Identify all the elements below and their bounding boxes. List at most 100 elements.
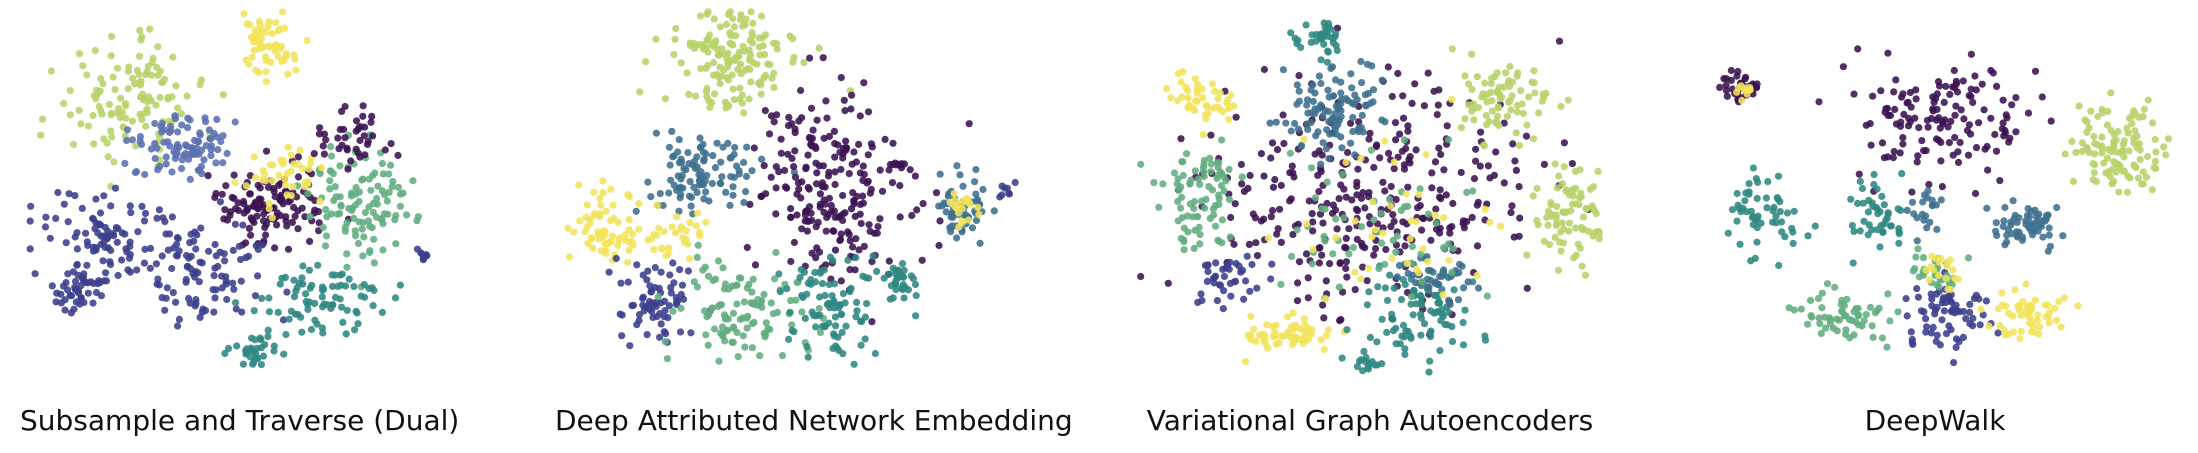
scatter-point [1216,89,1224,97]
cluster-green [1137,136,1246,254]
scatter-point [792,296,800,304]
scatter-point [1996,177,2004,185]
scatter-point [2119,146,2127,154]
scatter-point [1269,183,1278,191]
scatter-point [1507,209,1515,217]
scatter-point [117,94,125,102]
scatter-point [1378,239,1386,247]
scatter-point [361,123,369,131]
scatter-point [128,136,136,144]
scatter-point [1522,132,1531,140]
scatter-point [624,258,632,266]
scatter-point [694,209,702,217]
scatter-point [746,51,755,59]
scatter-point [1208,186,1217,194]
scatter-point [1440,166,1448,174]
scatter-point [1815,98,1823,106]
scatter-point [1253,284,1261,292]
scatter-point [162,160,170,168]
scatter-point [840,96,848,104]
scatter-point [868,318,876,326]
scatter-point [139,96,147,104]
scatter-point [258,241,266,249]
scatter-point [1952,77,1960,85]
scatter-point [2022,280,2030,288]
scatter-point [299,280,307,288]
scatter-point [243,206,251,215]
scatter-point [1971,72,1979,80]
scatter-point [1484,162,1492,170]
scatter-point [2081,116,2089,124]
scatter-point [1406,235,1414,243]
scatter-point [1227,213,1235,222]
scatter-point [126,242,134,251]
scatter-point [1293,324,1301,332]
scatter-point [644,178,652,186]
scatter-point [276,280,284,288]
scatter-point [1737,82,1745,90]
scatter-point [1403,259,1411,267]
scatter-point [1951,111,1959,119]
scatter-point [115,105,123,113]
scatter-point [315,219,323,227]
scatter-point [82,229,90,237]
scatter-point [723,327,731,335]
scatter-point [1924,123,1932,131]
scatter-point [952,204,960,212]
scatter-point [391,294,400,302]
scatter-point [246,353,254,361]
scatter-point [1293,100,1301,108]
scatter-point [1557,247,1565,255]
scatter-point [614,218,622,226]
scatter-point [1492,148,1500,156]
scatter-point [839,191,847,200]
scatter-point [971,178,979,186]
scatter-point [140,217,149,225]
scatter-point [1426,333,1435,341]
scatter-point [1387,202,1395,210]
scatter-point [803,343,811,351]
scatter-point [1260,172,1268,180]
scatter-point [671,229,680,237]
scatter-point [1366,99,1374,108]
scatter-point [301,213,309,221]
scatter-point [1137,272,1145,281]
scatter-point [756,81,765,89]
scatter-point [121,159,129,167]
cluster-green [1196,136,1491,302]
scatter-point [2128,120,2136,128]
scatter-point [1896,122,1905,130]
scatter-point [1870,180,1878,189]
scatter-point [196,129,204,137]
scatter-point [248,334,256,342]
scatter-point [1304,294,1312,302]
scatter-point [1150,179,1158,187]
scatter-point [1745,180,1753,188]
scatter-point [1933,331,1941,339]
scatter-point [886,295,894,303]
scatter-point [173,240,181,248]
scatter-point [1972,144,1981,152]
scatter-point [47,67,55,75]
scatter-point [758,12,766,20]
scatter-point [749,19,757,27]
scatter-point [873,229,881,237]
scatter-point [1915,124,1923,132]
scatter-point [1814,294,1823,303]
scatter-point [2131,127,2139,135]
scatter-point [2116,162,2124,170]
scatter-point [283,288,291,296]
scatter-point [595,235,603,243]
scatter-point [1515,183,1523,191]
scatter-point [80,270,88,278]
scatter-point [227,208,235,216]
scatter-point [1373,338,1381,346]
scatter-point [2090,150,2099,158]
scatter-point [359,175,367,183]
scatter-point [685,90,693,98]
scatter-point [1576,244,1584,252]
scatter-point [1309,245,1317,253]
scatter-point [195,150,203,158]
scatter-point [1513,101,1521,109]
scatter-point [42,213,50,221]
